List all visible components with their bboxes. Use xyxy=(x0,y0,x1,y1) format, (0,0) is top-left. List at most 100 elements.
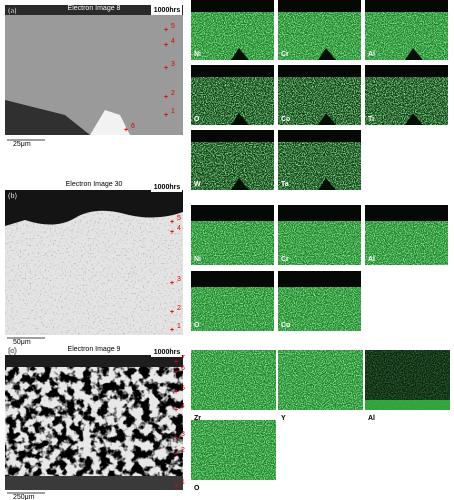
sem-top xyxy=(5,355,183,367)
image-title: Electron Image 30 xyxy=(66,181,123,188)
point-number: 1 xyxy=(181,479,185,486)
map-label: Ta xyxy=(281,181,289,188)
duration-bg xyxy=(151,182,182,192)
point-number: 2 xyxy=(177,305,181,312)
map-label: O xyxy=(194,485,200,492)
sem-bottom xyxy=(5,476,183,490)
panel-label: (c) xyxy=(8,348,17,355)
eds-dark-region xyxy=(318,178,336,190)
map-label: Al xyxy=(368,51,375,58)
point-number: 6 xyxy=(181,365,185,372)
map-label: Al xyxy=(368,415,375,422)
duration: 1000hrs xyxy=(154,349,181,356)
point-marker: + xyxy=(170,219,174,226)
point-marker: + xyxy=(164,94,168,101)
eds-top xyxy=(191,205,274,221)
eds-top xyxy=(191,130,274,142)
point-number: 4 xyxy=(181,403,185,410)
eds-top xyxy=(365,205,448,221)
point-number: 5 xyxy=(177,215,181,222)
point-number: 5 xyxy=(181,385,185,392)
point-marker: + xyxy=(174,483,178,490)
eds-dark-region xyxy=(318,113,336,125)
duration: 1000hrs xyxy=(154,7,181,14)
point-marker: + xyxy=(170,327,174,334)
point-number: 3 xyxy=(181,431,185,438)
duration: 1000hrs xyxy=(154,184,181,191)
point-marker: + xyxy=(174,435,178,442)
eds-top xyxy=(278,0,361,12)
point-marker: + xyxy=(164,42,168,49)
panel: (b)Electron Image 30 1000hrs+1+2+3+4+550μ… xyxy=(5,181,448,346)
sem-layer xyxy=(5,5,183,15)
eds-top xyxy=(365,65,448,77)
point-number: 6 xyxy=(131,123,135,130)
point-marker: + xyxy=(170,280,174,287)
panel: (c) Electron Image 9 1000hrs+1+2+3+4+5+6+7… xyxy=(5,346,450,500)
eds-dark-region xyxy=(318,48,336,60)
eds-top xyxy=(191,271,274,287)
map-label: Co xyxy=(281,116,290,123)
eds-top xyxy=(278,65,361,77)
panel-label: (a) xyxy=(8,8,17,15)
point-marker: + xyxy=(174,407,178,414)
scale-bar-label: 50μm xyxy=(13,339,31,346)
map-label: Ti xyxy=(368,116,374,123)
eds-dark-region xyxy=(231,113,249,125)
sem-particle xyxy=(90,110,130,135)
scale-bar-label: 250μm xyxy=(13,494,35,500)
map-label: Ni xyxy=(194,256,201,263)
eds-top xyxy=(278,130,361,142)
map-label: Cr xyxy=(281,256,289,263)
eds-top xyxy=(191,0,274,12)
point-marker: + xyxy=(164,65,168,72)
point-number: 7 xyxy=(181,355,185,362)
duration-bg xyxy=(151,347,182,357)
eds-speckle xyxy=(278,350,363,410)
point-number: 2 xyxy=(171,90,175,97)
eds-dark-region xyxy=(231,178,249,190)
map-label: Co xyxy=(281,322,290,329)
point-number: 5 xyxy=(171,23,175,30)
point-marker: + xyxy=(170,229,174,236)
duration-bg xyxy=(151,5,182,15)
eds-dark-region xyxy=(231,48,249,60)
map-label: O xyxy=(194,322,200,329)
point-marker: + xyxy=(174,389,178,396)
point-number: 4 xyxy=(171,38,175,45)
map-label: O xyxy=(194,116,200,123)
point-marker: + xyxy=(164,112,168,119)
map-label: W xyxy=(194,181,201,188)
image-title: Electron Image 9 xyxy=(68,346,121,353)
map-label: Al xyxy=(368,256,375,263)
point-number: 2 xyxy=(181,447,185,454)
point-number: 3 xyxy=(177,276,181,283)
point-marker: + xyxy=(124,127,128,134)
point-marker: + xyxy=(174,451,178,458)
panel: (a) Electron Image 8 1000hrs+1+2+3+4+5+625… xyxy=(5,0,448,190)
image-title: Electron Image 8 xyxy=(68,5,121,12)
sem-substrate xyxy=(5,100,90,135)
sem-pores xyxy=(5,367,183,478)
eds-dark-region xyxy=(405,113,423,125)
eds-top xyxy=(365,0,448,12)
eds-band xyxy=(365,400,450,410)
sem-top xyxy=(5,190,183,226)
point-marker: + xyxy=(164,27,168,34)
eds-top xyxy=(191,65,274,77)
point-marker: + xyxy=(174,369,178,376)
point-marker: + xyxy=(174,359,178,366)
map-label: Y xyxy=(281,415,286,422)
point-number: 4 xyxy=(177,225,181,232)
map-label: Zr xyxy=(194,415,201,422)
map-label: Ni xyxy=(194,51,201,58)
eds-speckle xyxy=(191,420,276,480)
panel-label: (b) xyxy=(8,193,17,200)
eds-speckle xyxy=(191,350,276,410)
point-number: 1 xyxy=(171,108,175,115)
point-number: 3 xyxy=(171,61,175,68)
scale-bar-label: 25μm xyxy=(13,141,31,148)
map-label: Cr xyxy=(281,51,289,58)
point-marker: + xyxy=(170,309,174,316)
